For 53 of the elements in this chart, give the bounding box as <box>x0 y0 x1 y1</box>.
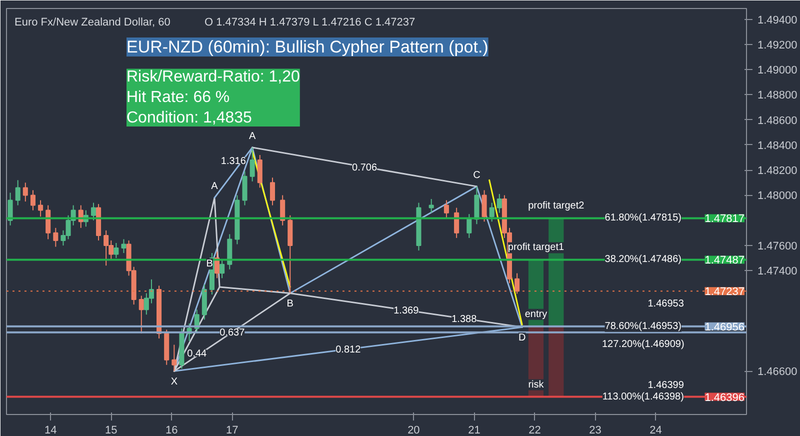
annotation: risk <box>528 379 545 390</box>
annotation: 61.80%(1.47815) <box>604 212 682 224</box>
annotation: profit target2 <box>528 200 585 212</box>
annotation: A <box>248 130 256 142</box>
annotation: 113.00%(1.46398) <box>602 391 684 402</box>
annotation: C <box>473 170 480 181</box>
ref-line-label: 1.46956 <box>704 321 745 334</box>
annotation: 1.316 <box>220 156 246 168</box>
annotation: 1.369 <box>394 306 420 317</box>
y-tick-label: 1.48400 <box>758 140 798 152</box>
annotation: 0.44 <box>187 348 208 360</box>
x-tick-label: 16 <box>166 424 178 436</box>
text: EUR-NZD (60min): Bullish Cypher Pattern (pot.) <box>126 38 488 56</box>
annotation: 38.20%(1.47486) <box>604 254 682 266</box>
y-tick-label: 1.49000 <box>758 64 798 77</box>
ref-line-label: 1.47817 <box>704 213 745 226</box>
annotation: A <box>211 181 218 192</box>
x-tick-label: 15 <box>105 424 118 436</box>
annotation: 0.706 <box>352 162 378 174</box>
y-tick-label: 1.46600 <box>758 366 798 378</box>
annotation: 0.637 <box>220 328 246 339</box>
x-tick-label: 21 <box>468 424 480 436</box>
x-tick-label: 14 <box>44 424 57 436</box>
annotation: profit target1 <box>508 242 564 254</box>
y-tick-label: 1.47600 <box>758 240 798 252</box>
annotation: 78.60%(1.46953) <box>604 320 682 332</box>
x-tick-label: 24 <box>650 424 662 436</box>
y-tick-label: 1.48800 <box>758 90 798 102</box>
ref-line-label: 1.46396 <box>704 392 745 404</box>
x-tick-label: 23 <box>589 424 602 436</box>
y-tick-label: 1.49200 <box>758 39 798 52</box>
y-tick-label: 1.47400 <box>758 266 798 278</box>
annotation: 0.812 <box>336 344 362 356</box>
annotation: B <box>286 298 294 310</box>
y-tick-label: 1.48600 <box>758 114 798 127</box>
y-tick-label: 1.48200 <box>758 165 798 178</box>
annotation: 1.46953 <box>648 298 684 310</box>
annotation: 1.46399 <box>648 380 684 391</box>
annotation: B <box>206 258 214 270</box>
y-tick-label: 1.48000 <box>758 190 798 202</box>
annotation: 127.20%(1.46909) <box>602 338 684 350</box>
annotation: 1.388 <box>452 314 478 326</box>
annotation: Euro Fx/New Zealand Dollar, 60 <box>14 16 170 28</box>
ref-line-label: 1.47487 <box>704 254 745 267</box>
annotation: X <box>170 376 178 388</box>
x-tick-label: 20 <box>408 424 420 436</box>
text: Risk/Reward-Ratio: 1,20 Hit Rate: 66 % Condition: 1,4835 <box>126 68 300 126</box>
x-tick-label: 17 <box>226 424 238 436</box>
annotation: O 1.47334 H 1.47379 L 1.47216 C 1.47237 <box>204 16 416 28</box>
annotation: entry <box>524 308 548 320</box>
x-tick-label: 22 <box>528 424 541 436</box>
y-tick-label: 1.49400 <box>758 14 798 26</box>
annotation: D <box>518 332 526 344</box>
